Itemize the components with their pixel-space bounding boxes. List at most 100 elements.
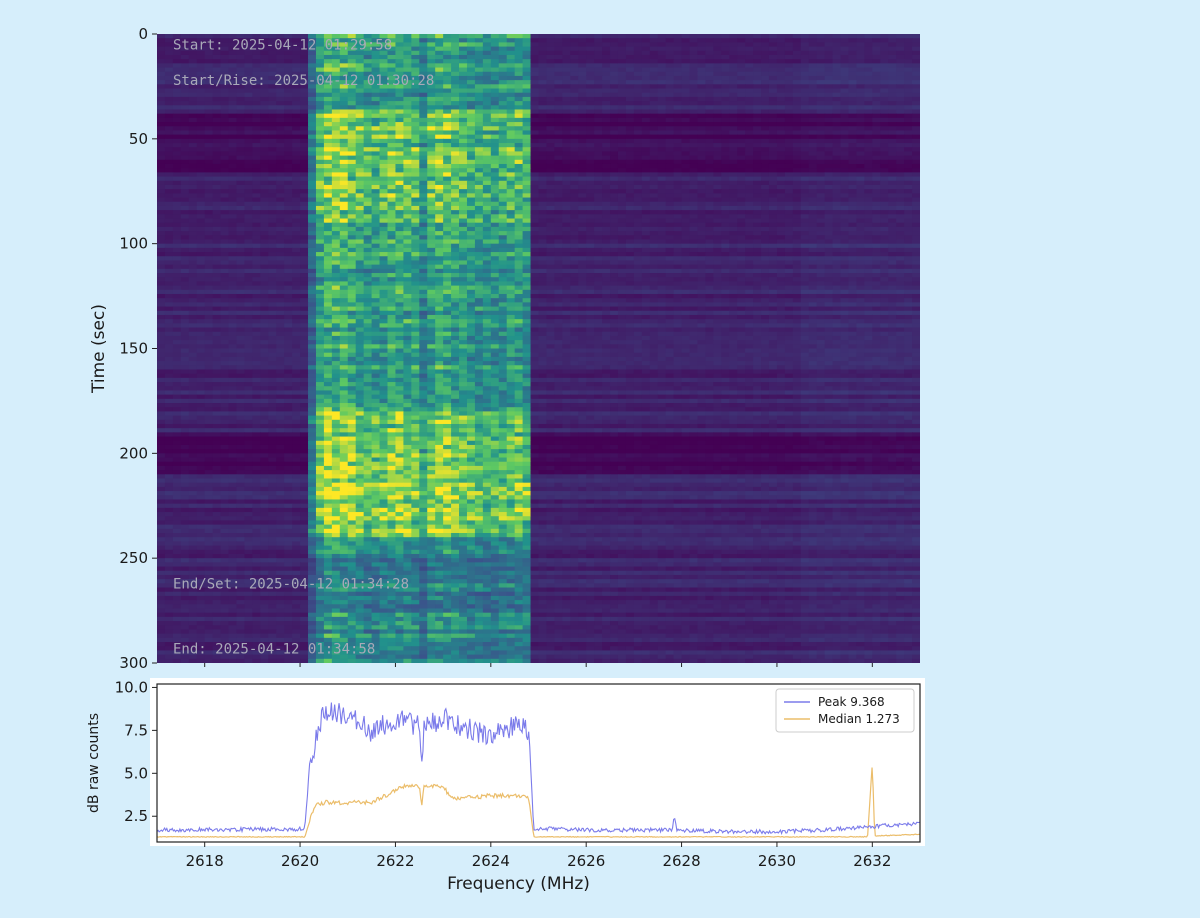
spectrogram-cell bbox=[753, 80, 762, 85]
spectrogram-cell bbox=[157, 218, 166, 224]
spectrogram-cell bbox=[347, 122, 357, 127]
spectrogram-cell bbox=[403, 67, 412, 73]
spectrogram-cell bbox=[896, 210, 905, 215]
spectrogram-cell bbox=[164, 34, 174, 39]
spectrogram-cell bbox=[745, 214, 754, 220]
spectrogram-cell bbox=[824, 189, 834, 194]
spectrogram-cell bbox=[697, 201, 707, 207]
spectrogram-cell bbox=[530, 147, 540, 153]
spectrogram-cell bbox=[578, 88, 587, 94]
spectrogram-cell bbox=[490, 50, 500, 56]
spectrogram-cell bbox=[514, 159, 524, 165]
spectrogram-cell bbox=[236, 159, 246, 165]
spectrogram-cell bbox=[610, 34, 619, 39]
spectrogram-cell bbox=[761, 189, 770, 194]
spectrogram-cell bbox=[824, 67, 834, 73]
spectrogram-cell bbox=[768, 176, 778, 182]
spectrogram-cell bbox=[180, 71, 190, 77]
spectrogram-cell bbox=[363, 151, 373, 157]
spectrogram-cell bbox=[729, 180, 738, 186]
spectrogram-cell bbox=[530, 201, 540, 207]
spectrogram-cell bbox=[212, 222, 222, 228]
spectrogram-cell bbox=[530, 130, 540, 136]
spectrogram-cell bbox=[252, 243, 261, 249]
spectrogram-cell bbox=[514, 247, 524, 253]
spectrogram-cell bbox=[856, 180, 865, 186]
spectrogram-cell bbox=[260, 84, 269, 90]
spectrogram-cell bbox=[546, 67, 555, 73]
spectrogram-cell bbox=[459, 218, 468, 224]
spectrogram-cell bbox=[435, 210, 444, 215]
spectrogram-cell bbox=[419, 189, 428, 194]
spectrogram-cell bbox=[657, 184, 667, 190]
spectrogram-cell bbox=[856, 222, 865, 228]
spectrogram-cell bbox=[816, 197, 826, 203]
spectrogram-cell bbox=[681, 46, 691, 52]
spectrogram-cell bbox=[292, 130, 301, 136]
spectrogram-cell bbox=[665, 210, 675, 215]
spectrogram-cell bbox=[212, 147, 222, 153]
spectrogram-cell bbox=[284, 96, 293, 102]
spectrogram-cell bbox=[840, 109, 850, 115]
spectrogram-cell bbox=[554, 34, 563, 39]
spectrogram-cell bbox=[888, 34, 897, 39]
spectrogram-cell bbox=[761, 67, 770, 73]
spectrogram-cell bbox=[379, 247, 389, 253]
spectrogram-cell bbox=[673, 214, 683, 220]
spectrogram-cell bbox=[260, 80, 269, 85]
spectrogram-cell bbox=[856, 54, 865, 60]
spectrogram-cell bbox=[315, 143, 325, 148]
spectrogram-cell bbox=[657, 105, 667, 111]
spectrogram-cell bbox=[236, 101, 246, 106]
spectrogram-cell bbox=[856, 168, 865, 173]
spectrogram-cell bbox=[268, 71, 277, 77]
spectrogram-cell bbox=[673, 42, 683, 48]
spectrogram-cell bbox=[172, 80, 182, 85]
spectrogram-cell bbox=[729, 84, 738, 90]
spectrogram-cell bbox=[768, 34, 778, 39]
spectrogram-cell bbox=[284, 210, 293, 215]
spectrogram-cell bbox=[315, 122, 325, 127]
spectrogram-cell bbox=[284, 80, 293, 85]
spectrogram-cell bbox=[188, 222, 198, 228]
spectrogram-cell bbox=[268, 197, 277, 203]
spectrogram-cell bbox=[610, 159, 619, 165]
spectrogram-cell bbox=[896, 105, 905, 111]
spectrogram-cell bbox=[482, 201, 492, 207]
spectrogram-cell bbox=[554, 67, 563, 73]
spectrogram-cell bbox=[721, 193, 730, 199]
spectrogram-cell bbox=[490, 235, 500, 241]
spectrogram-cell bbox=[276, 247, 285, 253]
spectrogram-cell bbox=[912, 193, 920, 199]
spectrogram-cell bbox=[260, 214, 269, 220]
spectrogram-cell bbox=[459, 151, 468, 157]
spectrogram-cell bbox=[315, 159, 325, 165]
spectrogram-cell bbox=[212, 143, 222, 148]
spectrogram-cell bbox=[435, 42, 444, 48]
spectrogram-cell bbox=[387, 75, 397, 81]
spectrogram-cell bbox=[435, 105, 444, 111]
spectrogram-cell bbox=[172, 34, 182, 39]
spectrogram-cell bbox=[260, 235, 269, 241]
spectrogram-cell bbox=[236, 80, 246, 85]
spectrogram-cell bbox=[697, 96, 707, 102]
spectrogram-cell bbox=[411, 184, 420, 190]
spectrogram-cell bbox=[888, 126, 897, 132]
spectrogram-cell bbox=[466, 126, 476, 132]
spectrogram-cell bbox=[737, 63, 746, 69]
spectrogram-cell bbox=[220, 67, 230, 73]
spectrogram-cell bbox=[610, 105, 619, 111]
spectrogram-cell bbox=[673, 63, 683, 69]
spectrogram-cell bbox=[546, 138, 555, 144]
spectrogram-cell bbox=[220, 138, 230, 144]
spectrogram-cell bbox=[562, 235, 571, 241]
spectrogram-cell bbox=[904, 92, 913, 98]
spectrogram-cell bbox=[872, 197, 881, 203]
spectrogram-cell bbox=[498, 163, 508, 169]
spectrogram-cell bbox=[665, 105, 675, 111]
spectrogram-cell bbox=[188, 205, 198, 211]
spectrogram-cell bbox=[681, 134, 691, 140]
spectrogram-cell bbox=[896, 159, 905, 165]
spectrogram-cell bbox=[832, 59, 842, 64]
spectrogram-cell bbox=[784, 210, 794, 215]
